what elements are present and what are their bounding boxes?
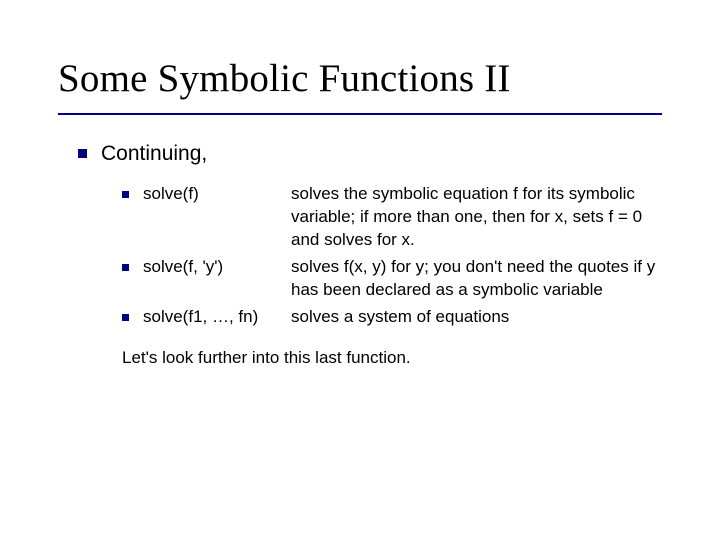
slide-body: Continuing, solve(f) solves the symbolic… xyxy=(58,141,662,370)
square-bullet-icon xyxy=(78,149,87,158)
slide: Some Symbolic Functions II Continuing, s… xyxy=(0,0,720,540)
function-desc: solves the symbolic equation f for its s… xyxy=(291,183,662,252)
square-bullet-icon xyxy=(122,264,129,271)
function-name: solve(f) xyxy=(143,183,291,206)
function-desc: solves a system of equations xyxy=(291,306,662,329)
slide-title: Some Symbolic Functions II xyxy=(58,56,662,101)
function-list: solve(f) solves the symbolic equation f … xyxy=(78,183,662,329)
square-bullet-icon xyxy=(122,314,129,321)
title-rule xyxy=(58,113,662,115)
square-bullet-icon xyxy=(122,191,129,198)
function-name: solve(f1, …, fn) xyxy=(143,306,291,329)
list-item: solve(f) solves the symbolic equation f … xyxy=(122,183,662,252)
intro-line: Continuing, xyxy=(78,141,662,167)
list-item: solve(f, 'y') solves f(x, y) for y; you … xyxy=(122,256,662,302)
intro-text: Continuing, xyxy=(101,141,207,167)
closing-text: Let's look further into this last functi… xyxy=(78,347,662,370)
list-item: solve(f1, …, fn) solves a system of equa… xyxy=(122,306,662,329)
function-desc: solves f(x, y) for y; you don't need the… xyxy=(291,256,662,302)
function-name: solve(f, 'y') xyxy=(143,256,291,279)
